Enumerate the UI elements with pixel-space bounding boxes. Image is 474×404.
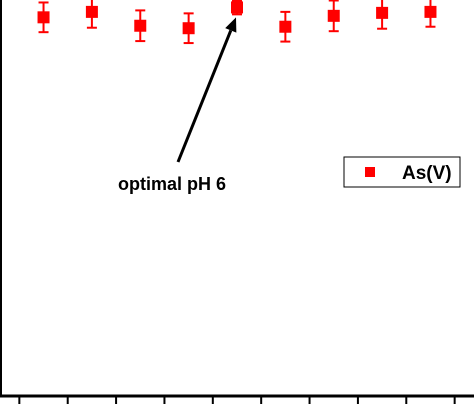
data-point (279, 20, 292, 33)
annotation: optimal pH 6 (118, 17, 237, 194)
data-point (376, 6, 389, 19)
legend: As(V) (343, 156, 461, 188)
data-point (231, 1, 243, 14)
data-point (85, 5, 98, 18)
data-markers (37, 1, 437, 35)
data-point (424, 5, 437, 18)
data-point (134, 19, 147, 32)
legend-label: As(V) (402, 163, 452, 184)
data-point (182, 22, 195, 35)
legend-box (343, 156, 461, 188)
data-point (327, 9, 340, 22)
legend-marker (365, 167, 375, 177)
annotation-text: optimal pH 6 (118, 174, 226, 194)
annotation-arrow-head (225, 17, 237, 33)
data-point (37, 11, 50, 24)
annotation-arrow-line (176, 29, 233, 163)
